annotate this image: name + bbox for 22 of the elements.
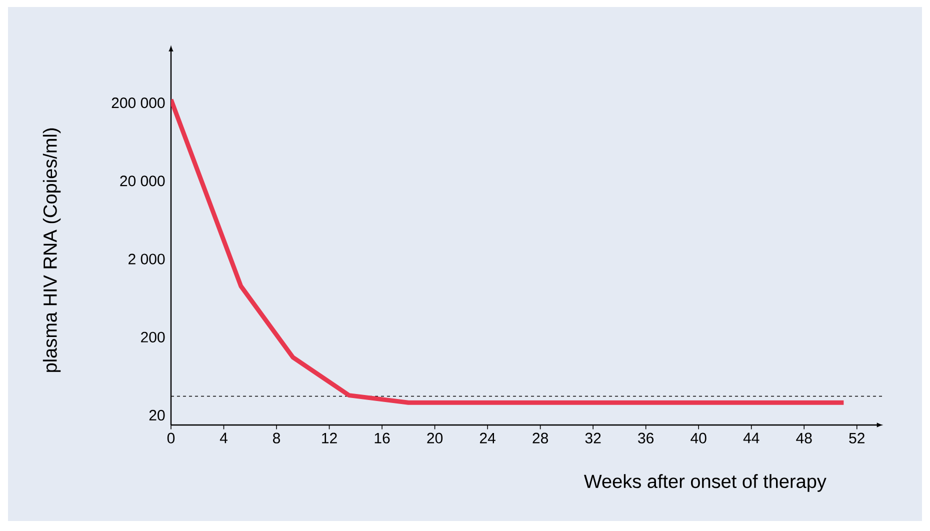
x-tick-label: 0 xyxy=(167,432,175,444)
x-tick-label: 44 xyxy=(743,432,760,444)
x-axis-title: Weeks after onset of therapy xyxy=(584,474,826,492)
y-tick-label: 20 000 xyxy=(120,176,165,186)
x-tick-label: 12 xyxy=(322,432,337,444)
y-tick-label: 200 xyxy=(141,332,165,342)
y-tick-label: 20 xyxy=(149,410,165,421)
y-axis-title: plasma HIV RNA (Copies/ml) xyxy=(42,128,61,372)
line-series xyxy=(171,97,846,405)
x-tick-label: 8 xyxy=(273,432,280,444)
y-tick-label: 200 000 xyxy=(112,98,165,108)
x-tick-label: 48 xyxy=(796,432,812,444)
x-tick-label: 16 xyxy=(374,432,390,444)
x-tick-label: 4 xyxy=(220,432,228,444)
x-tick-label: 40 xyxy=(690,432,706,444)
x-tick-label: 28 xyxy=(532,432,548,444)
x-tick-label: 24 xyxy=(480,432,496,444)
x-tick-label: 36 xyxy=(638,432,654,444)
y-tick-label: 2 000 xyxy=(128,254,165,264)
x-tick-label: 52 xyxy=(849,432,864,444)
x-tick-label: 32 xyxy=(585,432,601,444)
x-tick-label: 20 xyxy=(427,432,443,444)
